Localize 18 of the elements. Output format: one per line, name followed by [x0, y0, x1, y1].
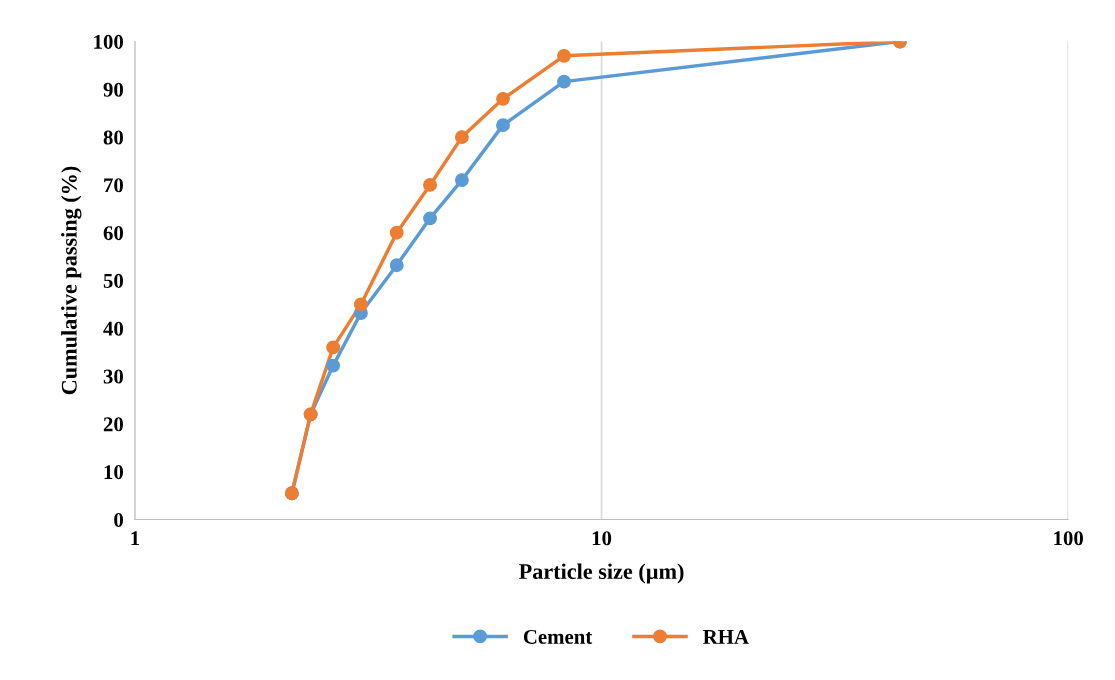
legend-label: Cement [523, 629, 593, 644]
y-tick-label: 70 [104, 178, 124, 193]
y-tick-label: 90 [103, 82, 124, 97]
y-tick-label: 80 [103, 130, 124, 145]
y-axis-title: Cumulative passing (%) [61, 166, 82, 395]
y-tick-label: 20 [103, 417, 124, 432]
y-tick-label: 60 [103, 226, 124, 241]
y-tick-label: 40 [103, 321, 124, 336]
y-tick-label: 10 [104, 465, 124, 480]
y-tick-label: 0 [114, 512, 124, 527]
x-axis-title: Particle size (µm) [519, 563, 684, 584]
y-tick-label: 100 [94, 34, 124, 49]
x-tick-label: 1 [131, 531, 140, 546]
legend-label: RHA [703, 629, 749, 644]
x-tick-label: 100 [1054, 531, 1083, 546]
x-tick-label: 10 [592, 531, 612, 546]
y-tick-label: 50 [103, 273, 124, 288]
y-tick-label: 30 [103, 369, 124, 384]
